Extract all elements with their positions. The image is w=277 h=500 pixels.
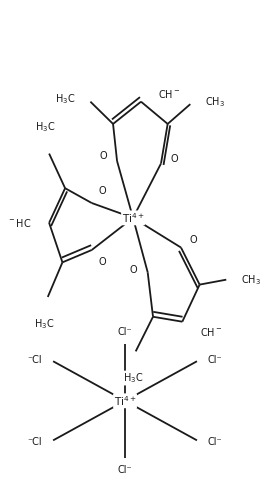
Text: CH$_3$: CH$_3$: [205, 95, 225, 108]
Text: O: O: [189, 235, 197, 245]
Text: H$_3$C: H$_3$C: [34, 317, 54, 330]
Text: CH$^-$: CH$^-$: [158, 88, 181, 100]
Text: Cl⁻: Cl⁻: [208, 355, 222, 365]
Text: CH$^-$: CH$^-$: [200, 326, 222, 338]
Text: Ti$^{4+}$: Ti$^{4+}$: [114, 394, 136, 407]
Text: O: O: [100, 151, 107, 161]
Text: Cl⁻: Cl⁻: [118, 326, 132, 336]
Text: O: O: [171, 154, 178, 164]
Text: H$_3$C: H$_3$C: [55, 92, 76, 106]
Text: ⁻Cl: ⁻Cl: [28, 355, 42, 365]
Text: H$_3$C: H$_3$C: [123, 371, 143, 385]
Text: Cl⁻: Cl⁻: [208, 437, 222, 447]
Text: O: O: [129, 265, 137, 275]
Text: $^-$HC: $^-$HC: [7, 217, 32, 229]
Text: O: O: [99, 258, 106, 268]
Text: CH$_3$: CH$_3$: [241, 273, 261, 286]
Text: ⁻Cl: ⁻Cl: [28, 437, 42, 447]
Text: Ti$^{4+}$: Ti$^{4+}$: [122, 211, 144, 225]
Text: Cl⁻: Cl⁻: [118, 465, 132, 475]
Text: O: O: [99, 186, 106, 196]
Text: H$_3$C: H$_3$C: [35, 120, 55, 134]
